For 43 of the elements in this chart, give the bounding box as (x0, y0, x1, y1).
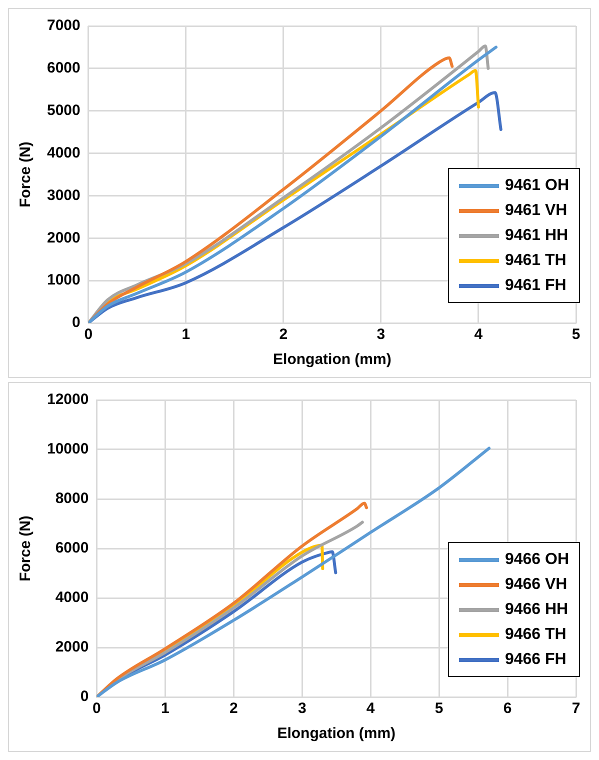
x-tick-label: 4 (366, 700, 376, 718)
line-series (96, 446, 491, 697)
x-axis-title: Elongation (mm) (277, 725, 396, 742)
y-tick-label: 6000 (55, 540, 89, 557)
x-tick-label: 2 (229, 700, 238, 718)
y-axis-title: Force (N) (17, 516, 34, 582)
legend-label: 9466 FH (504, 650, 566, 668)
x-tick-label: 3 (298, 700, 306, 718)
x-tick-label: 2 (279, 326, 288, 344)
y-tick-label: 2000 (55, 638, 89, 656)
y-tick-label: 8000 (55, 490, 89, 508)
y-tick-label: 12000 (46, 391, 89, 408)
legend-label: 9461 VH (504, 202, 568, 220)
y-tick-label: 1000 (46, 272, 80, 289)
y-tick-label: 0 (72, 314, 80, 332)
legend-label: 9466 VH (504, 576, 568, 594)
x-tick-label: 5 (434, 700, 444, 718)
x-tick-label: 0 (92, 700, 101, 718)
x-tick-label: 5 (572, 326, 580, 344)
legend-label: 9461 FH (504, 276, 566, 294)
x-tick-label: 3 (376, 326, 386, 344)
y-tick-label: 7000 (46, 17, 80, 34)
legend-label: 9461 TH (504, 252, 566, 270)
x-tick-label: 7 (572, 700, 580, 718)
x-tick-label: 4 (474, 326, 484, 344)
y-tick-label: 0 (80, 688, 89, 706)
y-tick-label: 5000 (46, 102, 80, 119)
y-tick-label: 10000 (46, 440, 89, 458)
x-tick-label: 6 (503, 700, 512, 718)
y-tick-label: 2000 (46, 229, 80, 246)
x-axis-title: Elongation (mm) (273, 351, 392, 368)
y-tick-label: 4000 (55, 589, 89, 606)
x-tick-label: 1 (182, 326, 190, 344)
legend-label: 9466 HH (504, 600, 568, 618)
y-tick-label: 6000 (46, 60, 80, 77)
y-tick-label: 4000 (46, 144, 80, 162)
legend-label: 9461 HH (504, 226, 568, 244)
y-axis-title: Force (N) (17, 142, 34, 208)
legend-label: 9466 OH (504, 550, 569, 568)
legend-label: 9466 TH (504, 626, 566, 644)
x-tick-label: 1 (161, 700, 170, 718)
y-tick-label: 3000 (46, 186, 80, 204)
legend-label: 9461 OH (504, 176, 569, 194)
